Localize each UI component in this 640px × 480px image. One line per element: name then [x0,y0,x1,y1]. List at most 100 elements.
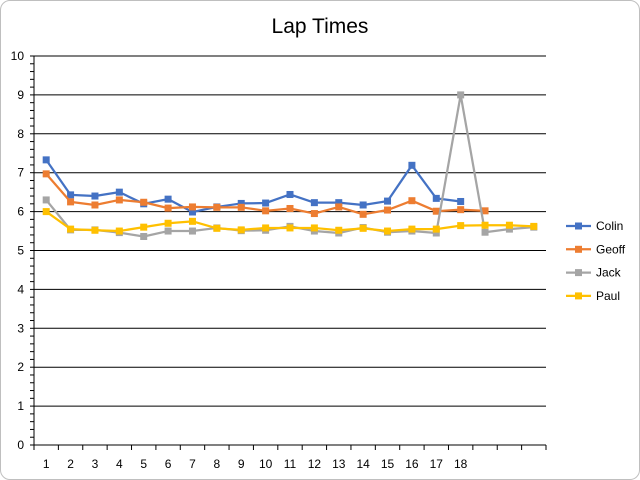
x-tick-label: 9 [238,457,245,471]
data-point-paul [67,225,75,233]
x-tick-label: 6 [165,457,172,471]
series-jack [42,91,538,240]
data-point-geoff [237,203,245,211]
x-tick-label: 10 [259,457,273,471]
data-point-geoff [67,198,75,206]
data-point-colin [42,156,50,164]
data-point-paul [91,226,99,234]
x-tick-label: 2 [67,457,74,471]
data-point-paul [432,225,440,233]
data-point-jack [140,232,148,240]
legend: Colin Geoff Jack Paul [566,219,626,303]
data-point-paul [213,224,221,232]
data-point-colin [286,190,294,198]
data-point-paul [530,222,538,230]
data-point-colin [237,199,245,207]
x-tick-label: 16 [405,457,419,471]
data-point-paul [505,221,513,229]
legend-swatch-marker [575,222,582,230]
series-geoff [42,170,489,218]
x-tick-label: 18 [454,457,468,471]
data-point-geoff [408,197,416,205]
y-tick-label: 9 [17,88,24,102]
x-tick-label: 8 [214,457,221,471]
data-point-colin [310,199,318,207]
y-tick-label: 2 [17,360,24,374]
legend-entry-jack: Jack [566,266,622,280]
legend-label: Jack [596,266,622,280]
data-point-geoff [213,203,221,211]
x-tick-label: 1 [43,457,50,471]
legend-label: Geoff [596,242,626,256]
y-tick-label: 1 [17,399,24,413]
data-point-geoff [457,206,465,214]
data-point-geoff [91,201,99,209]
data-point-geoff [481,207,489,215]
data-point-colin [408,161,416,169]
series-layer [42,91,538,240]
y-tick-label: 8 [17,127,24,141]
x-tick-label: 5 [140,457,147,471]
data-point-paul [335,226,343,234]
data-point-jack [42,196,50,204]
series-line-jack [45,93,534,238]
data-point-paul [164,219,172,227]
y-tick-label: 3 [17,321,24,335]
data-point-paul [188,217,196,225]
y-tick-label: 5 [17,244,24,258]
x-tick-label: 15 [381,457,395,471]
data-point-paul [286,224,294,232]
legend-entry-colin: Colin [566,219,623,233]
series-colin [42,156,465,216]
data-point-geoff [115,196,123,204]
data-point-colin [115,188,123,196]
data-point-jack [457,91,465,99]
legend-label: Colin [596,219,623,233]
y-tick-label: 6 [17,205,24,219]
data-point-paul [262,224,270,232]
x-tick-label: 4 [116,457,123,471]
data-point-colin [67,191,75,199]
data-point-paul [457,222,465,230]
data-point-colin [91,192,99,200]
x-tick-label: 11 [284,457,297,471]
series-line-colin [45,159,461,214]
x-tick-label: 17 [430,457,444,471]
data-point-paul [384,227,392,235]
x-tick-label: 14 [356,457,370,471]
data-point-geoff [384,206,392,214]
data-point-colin [384,197,392,205]
data-point-geoff [286,204,294,212]
x-tick-label: 13 [332,457,346,471]
data-point-colin [188,208,196,216]
data-point-geoff [42,170,50,178]
data-point-colin [457,197,465,205]
data-point-geoff [188,203,196,211]
x-tick-label: 12 [308,457,322,471]
data-point-paul [140,223,148,231]
data-point-paul [115,227,123,235]
data-point-geoff [432,207,440,215]
data-point-paul [42,208,50,216]
legend-label: Paul [596,289,620,303]
y-tick-label: 4 [17,282,24,296]
y-tick-label: 10 [11,49,25,63]
data-point-geoff [140,198,148,206]
data-point-paul [237,226,245,234]
data-point-colin [164,195,172,203]
data-point-jack [432,229,440,237]
data-point-geoff [262,207,270,215]
legend-swatch-marker [575,269,582,277]
data-point-paul [310,224,318,232]
data-point-jack [481,228,489,236]
data-point-paul [481,221,489,229]
data-point-geoff [335,203,343,211]
legend-swatch-marker [575,292,582,300]
data-point-paul [408,225,416,233]
data-point-colin [432,194,440,202]
data-point-geoff [310,210,318,218]
x-tick-label: 3 [92,457,99,471]
